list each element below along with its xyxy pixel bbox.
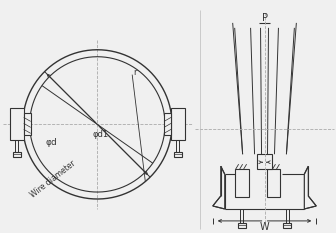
Bar — [174, 152, 182, 157]
Text: φd1: φd1 — [92, 130, 109, 139]
Bar — [13, 152, 21, 157]
Bar — [257, 154, 272, 169]
Text: r: r — [133, 68, 137, 77]
Bar — [171, 109, 185, 140]
Polygon shape — [304, 166, 316, 209]
Polygon shape — [213, 166, 225, 209]
Bar — [164, 113, 171, 135]
Text: P: P — [261, 13, 267, 23]
Bar — [266, 169, 281, 197]
Text: W: W — [260, 222, 269, 232]
Text: Wire diameter: Wire diameter — [28, 159, 77, 199]
Bar — [284, 223, 291, 228]
Text: φd: φd — [46, 138, 57, 147]
Bar — [24, 113, 31, 135]
Bar — [238, 223, 246, 228]
Bar — [235, 169, 249, 197]
Bar — [10, 109, 24, 140]
